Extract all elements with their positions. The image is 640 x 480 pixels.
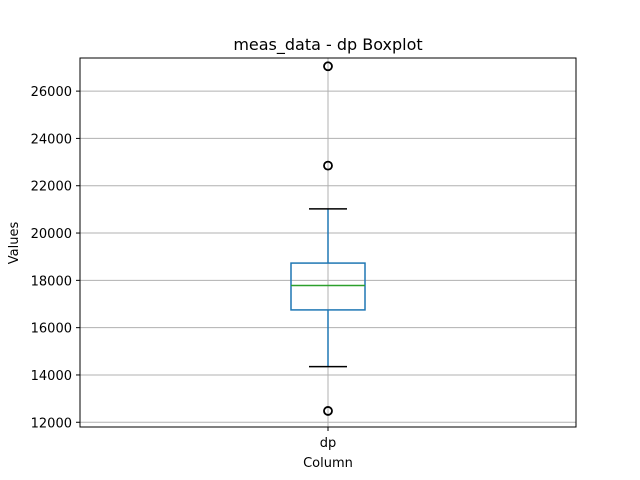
x-axis-title: Column bbox=[303, 456, 353, 471]
y-tick-label: 26000 bbox=[31, 85, 72, 100]
y-tick-label: 12000 bbox=[31, 416, 72, 431]
tick-layer: 12000 14000 16000 18000 20000 22000 24000 26000… bbox=[31, 85, 337, 451]
y-axis-title: Values bbox=[7, 222, 22, 265]
y-tick-label: 16000 bbox=[31, 322, 72, 337]
y-tick-label: 20000 bbox=[31, 227, 72, 242]
y-tick-label: 22000 bbox=[31, 180, 72, 195]
y-tick-label: 24000 bbox=[31, 132, 72, 147]
x-tick-label: dp bbox=[320, 436, 337, 451]
outlier-point bbox=[323, 61, 333, 72]
chart-title: meas_data - dp Boxplot bbox=[233, 35, 422, 55]
y-tick-label: 18000 bbox=[31, 274, 72, 289]
outlier-point bbox=[323, 160, 333, 171]
outlier-point bbox=[323, 406, 333, 416]
plot-layer bbox=[290, 61, 366, 416]
iqr-box bbox=[290, 262, 366, 311]
y-tick-label: 14000 bbox=[31, 369, 72, 384]
